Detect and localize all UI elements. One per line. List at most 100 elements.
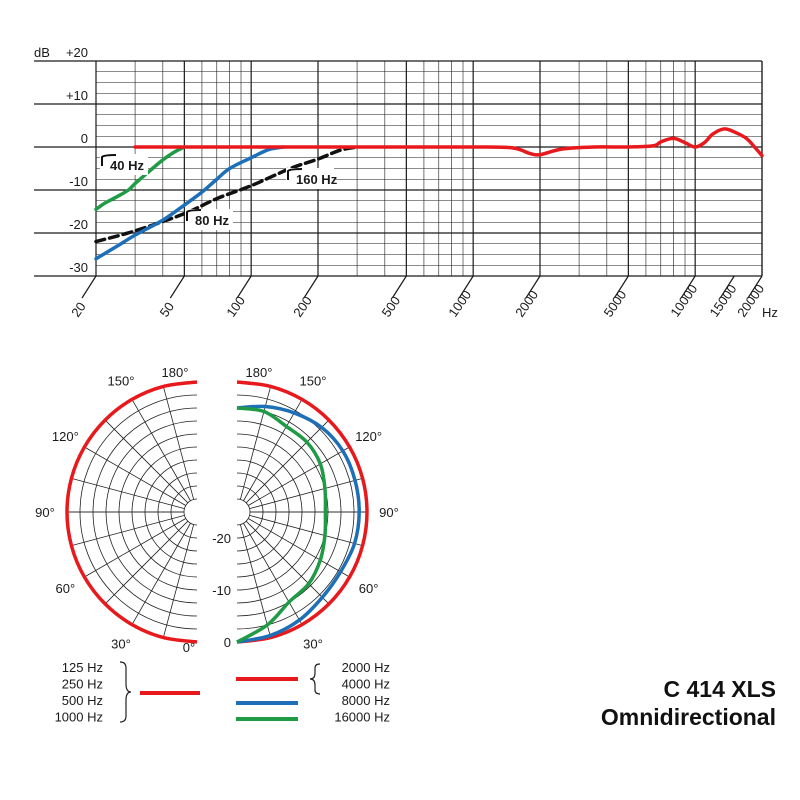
legend-brace xyxy=(119,661,132,723)
angle-label: 180° xyxy=(246,365,273,380)
frequency-grid xyxy=(34,60,763,299)
legend-label: 125 Hz xyxy=(62,660,103,675)
legend-label: 500 Hz xyxy=(62,693,103,708)
annotation-box xyxy=(286,168,334,189)
polar-ring xyxy=(236,407,342,617)
x-tick xyxy=(391,275,407,299)
x-tick-label: 15000 xyxy=(706,281,739,319)
polar-labels: 180° 180° 150° 150° 120° 120° 90° 90° 60° 60° 30° 3… xyxy=(35,365,399,655)
x-tick xyxy=(613,275,629,299)
angle-label: 0° xyxy=(183,640,195,655)
polar-series-line xyxy=(236,406,328,644)
polar-spoke xyxy=(84,518,186,578)
polar-spoke xyxy=(104,419,189,504)
angle-label: 30° xyxy=(303,637,323,652)
polar-spoke xyxy=(245,520,330,605)
angle-label: 90° xyxy=(35,505,55,520)
polar-spoke xyxy=(71,477,185,510)
y-tick-label: +10 xyxy=(66,88,88,103)
y-axis-label: dB xyxy=(34,45,50,60)
polar-series-line xyxy=(65,380,198,644)
x-tick-label: 200 xyxy=(290,293,315,319)
x-tick xyxy=(525,275,541,299)
polar-spoke xyxy=(71,514,185,547)
angle-label: 120° xyxy=(52,429,79,444)
angle-label: 60° xyxy=(359,581,379,596)
polar-series xyxy=(65,380,369,644)
polar-ring xyxy=(236,446,303,578)
x-tick-label: 2000 xyxy=(512,287,541,319)
legend-label: 8000 Hz xyxy=(342,693,390,708)
polar-spoke xyxy=(243,523,303,625)
angle-label: 30° xyxy=(111,637,131,652)
x-tick xyxy=(747,275,763,299)
legend-label: 2000 Hz xyxy=(342,660,390,675)
annotation-label: 160 Hz xyxy=(296,172,338,187)
frequency-response-chart: +20 +10 0 -10 -20 -30 dB 20 50 100 200 500 1000 2000 5… xyxy=(34,45,778,320)
polar-ring xyxy=(131,446,198,578)
series-line xyxy=(94,145,286,261)
legend-brace xyxy=(309,663,321,695)
x-tick-label: 10000 xyxy=(667,281,700,319)
polar-spoke xyxy=(162,524,195,638)
polar-ring xyxy=(236,394,355,630)
polar-ring xyxy=(236,472,277,552)
frequency-series xyxy=(94,127,764,261)
polar-ring xyxy=(236,485,264,539)
angle-label: 180° xyxy=(162,365,189,380)
polar-grid xyxy=(66,381,368,643)
polar-spoke xyxy=(248,446,350,506)
polar-ring xyxy=(183,498,198,526)
polar-spoke xyxy=(239,386,272,500)
legend-label: 250 Hz xyxy=(62,677,103,692)
polar-spoke xyxy=(84,446,186,506)
x-tick xyxy=(303,275,319,299)
radial-label: 0 xyxy=(224,635,231,650)
polar-ring xyxy=(236,498,251,526)
polar-spoke xyxy=(249,514,363,547)
polar-series-line xyxy=(236,380,369,644)
legend-label: 16000 Hz xyxy=(334,710,390,725)
product-model-title: C 414 XLS xyxy=(663,676,777,702)
polar-ring xyxy=(236,433,316,591)
legend-label: 4000 Hz xyxy=(342,677,390,692)
radial-label: -20 xyxy=(212,531,231,546)
polar-ring xyxy=(236,459,290,565)
y-tick-label: +20 xyxy=(66,45,88,60)
polar-ring xyxy=(105,420,198,604)
radial-label: -10 xyxy=(212,583,231,598)
polar-spoke xyxy=(104,520,189,605)
annotation-label: 80 Hz xyxy=(195,213,229,228)
polar-pattern-title: Omnidirectional xyxy=(600,704,776,730)
y-tick-label: 0 xyxy=(81,131,88,146)
filter-curve-icon xyxy=(287,168,303,180)
legend-label: 1000 Hz xyxy=(55,710,103,725)
angle-label: 90° xyxy=(379,505,399,520)
x-tick-label: 500 xyxy=(379,293,404,319)
polar-ring xyxy=(66,381,198,643)
polar-ring xyxy=(144,459,198,565)
annotation-box xyxy=(185,209,233,230)
polar-spoke xyxy=(162,386,195,500)
x-tick-label: 1000 xyxy=(445,287,474,319)
polar-spoke xyxy=(239,524,272,638)
polar-spoke xyxy=(243,399,303,501)
angle-label: 60° xyxy=(56,581,76,596)
polar-ring xyxy=(157,472,198,552)
x-tick-label: 20 xyxy=(68,299,89,319)
x-tick xyxy=(719,275,735,299)
x-tick-label: 100 xyxy=(223,293,248,319)
polar-ring xyxy=(170,485,198,539)
x-tick xyxy=(169,275,185,299)
polar-ring xyxy=(236,381,368,643)
series-line xyxy=(133,127,764,158)
filter-curve-icon xyxy=(101,154,117,166)
y-tick-label: -10 xyxy=(69,174,88,189)
polar-spoke xyxy=(131,399,191,501)
x-tick xyxy=(458,275,474,299)
angle-label: 120° xyxy=(355,429,382,444)
polar-ring xyxy=(236,420,329,604)
angle-label: 150° xyxy=(108,373,135,388)
filter-curve-icon xyxy=(186,209,202,221)
